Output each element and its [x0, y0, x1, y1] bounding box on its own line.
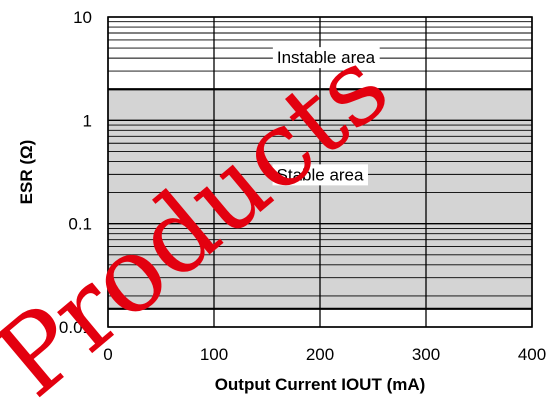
x-tick-label: 100 — [200, 345, 228, 364]
y-tick-label: 0.01 — [59, 318, 92, 337]
stable-area-label: Stable area — [277, 165, 364, 184]
x-tick-label: 0 — [103, 345, 112, 364]
y-axis-label: ESR (Ω) — [17, 140, 36, 205]
y-tick-label: 0.1 — [68, 215, 92, 234]
plot-frame — [107, 16, 533, 328]
instable-area-label: Instable area — [277, 48, 376, 67]
x-tick-label: 400 — [518, 345, 546, 364]
instable-label-background — [272, 47, 380, 69]
x-axis-label: Output Current IOUT (mA) — [215, 375, 426, 394]
y-tick-labels: 0.01 0.1 1 10 — [59, 8, 92, 337]
stable-label-background — [272, 164, 369, 186]
x-tick-labels: 0 100 200 300 400 — [103, 345, 546, 364]
y-tick-label: 10 — [73, 8, 92, 27]
x-tick-label: 200 — [306, 345, 334, 364]
y-tick-label: 1 — [83, 111, 92, 130]
x-tick-label: 300 — [412, 345, 440, 364]
